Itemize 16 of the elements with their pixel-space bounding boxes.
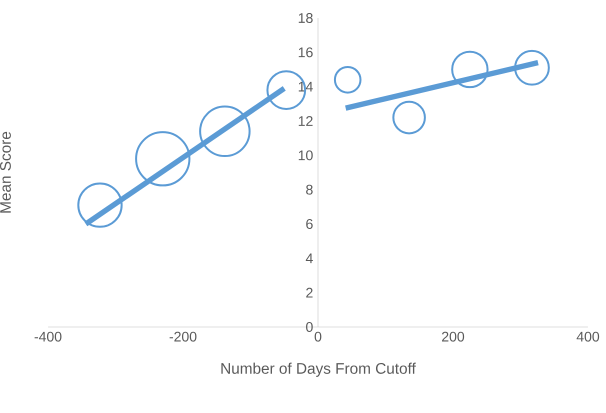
y-tick-label: 12 <box>298 116 313 126</box>
y-tick-label: 4 <box>306 254 313 264</box>
y-tick-label: 16 <box>298 47 313 58</box>
y-tick-label: 10 <box>298 150 313 160</box>
x-tick-label: 400 <box>576 332 600 342</box>
y-tick-label: 8 <box>306 184 313 195</box>
y-tick-label: 6 <box>306 219 313 229</box>
y-tick-label: 0 <box>306 322 313 332</box>
x-axis-title: Number of Days From Cutoff <box>221 362 416 377</box>
y-tick-label: 2 <box>306 288 313 298</box>
y-axis-title: Mean Score <box>0 132 11 213</box>
y-tick-label: 18 <box>298 13 313 23</box>
x-tick-label: 0 <box>314 332 322 342</box>
x-tick-label: 200 <box>442 332 464 342</box>
x-tick-label: -400 <box>34 332 62 342</box>
x-tick-label: -200 <box>170 332 196 342</box>
